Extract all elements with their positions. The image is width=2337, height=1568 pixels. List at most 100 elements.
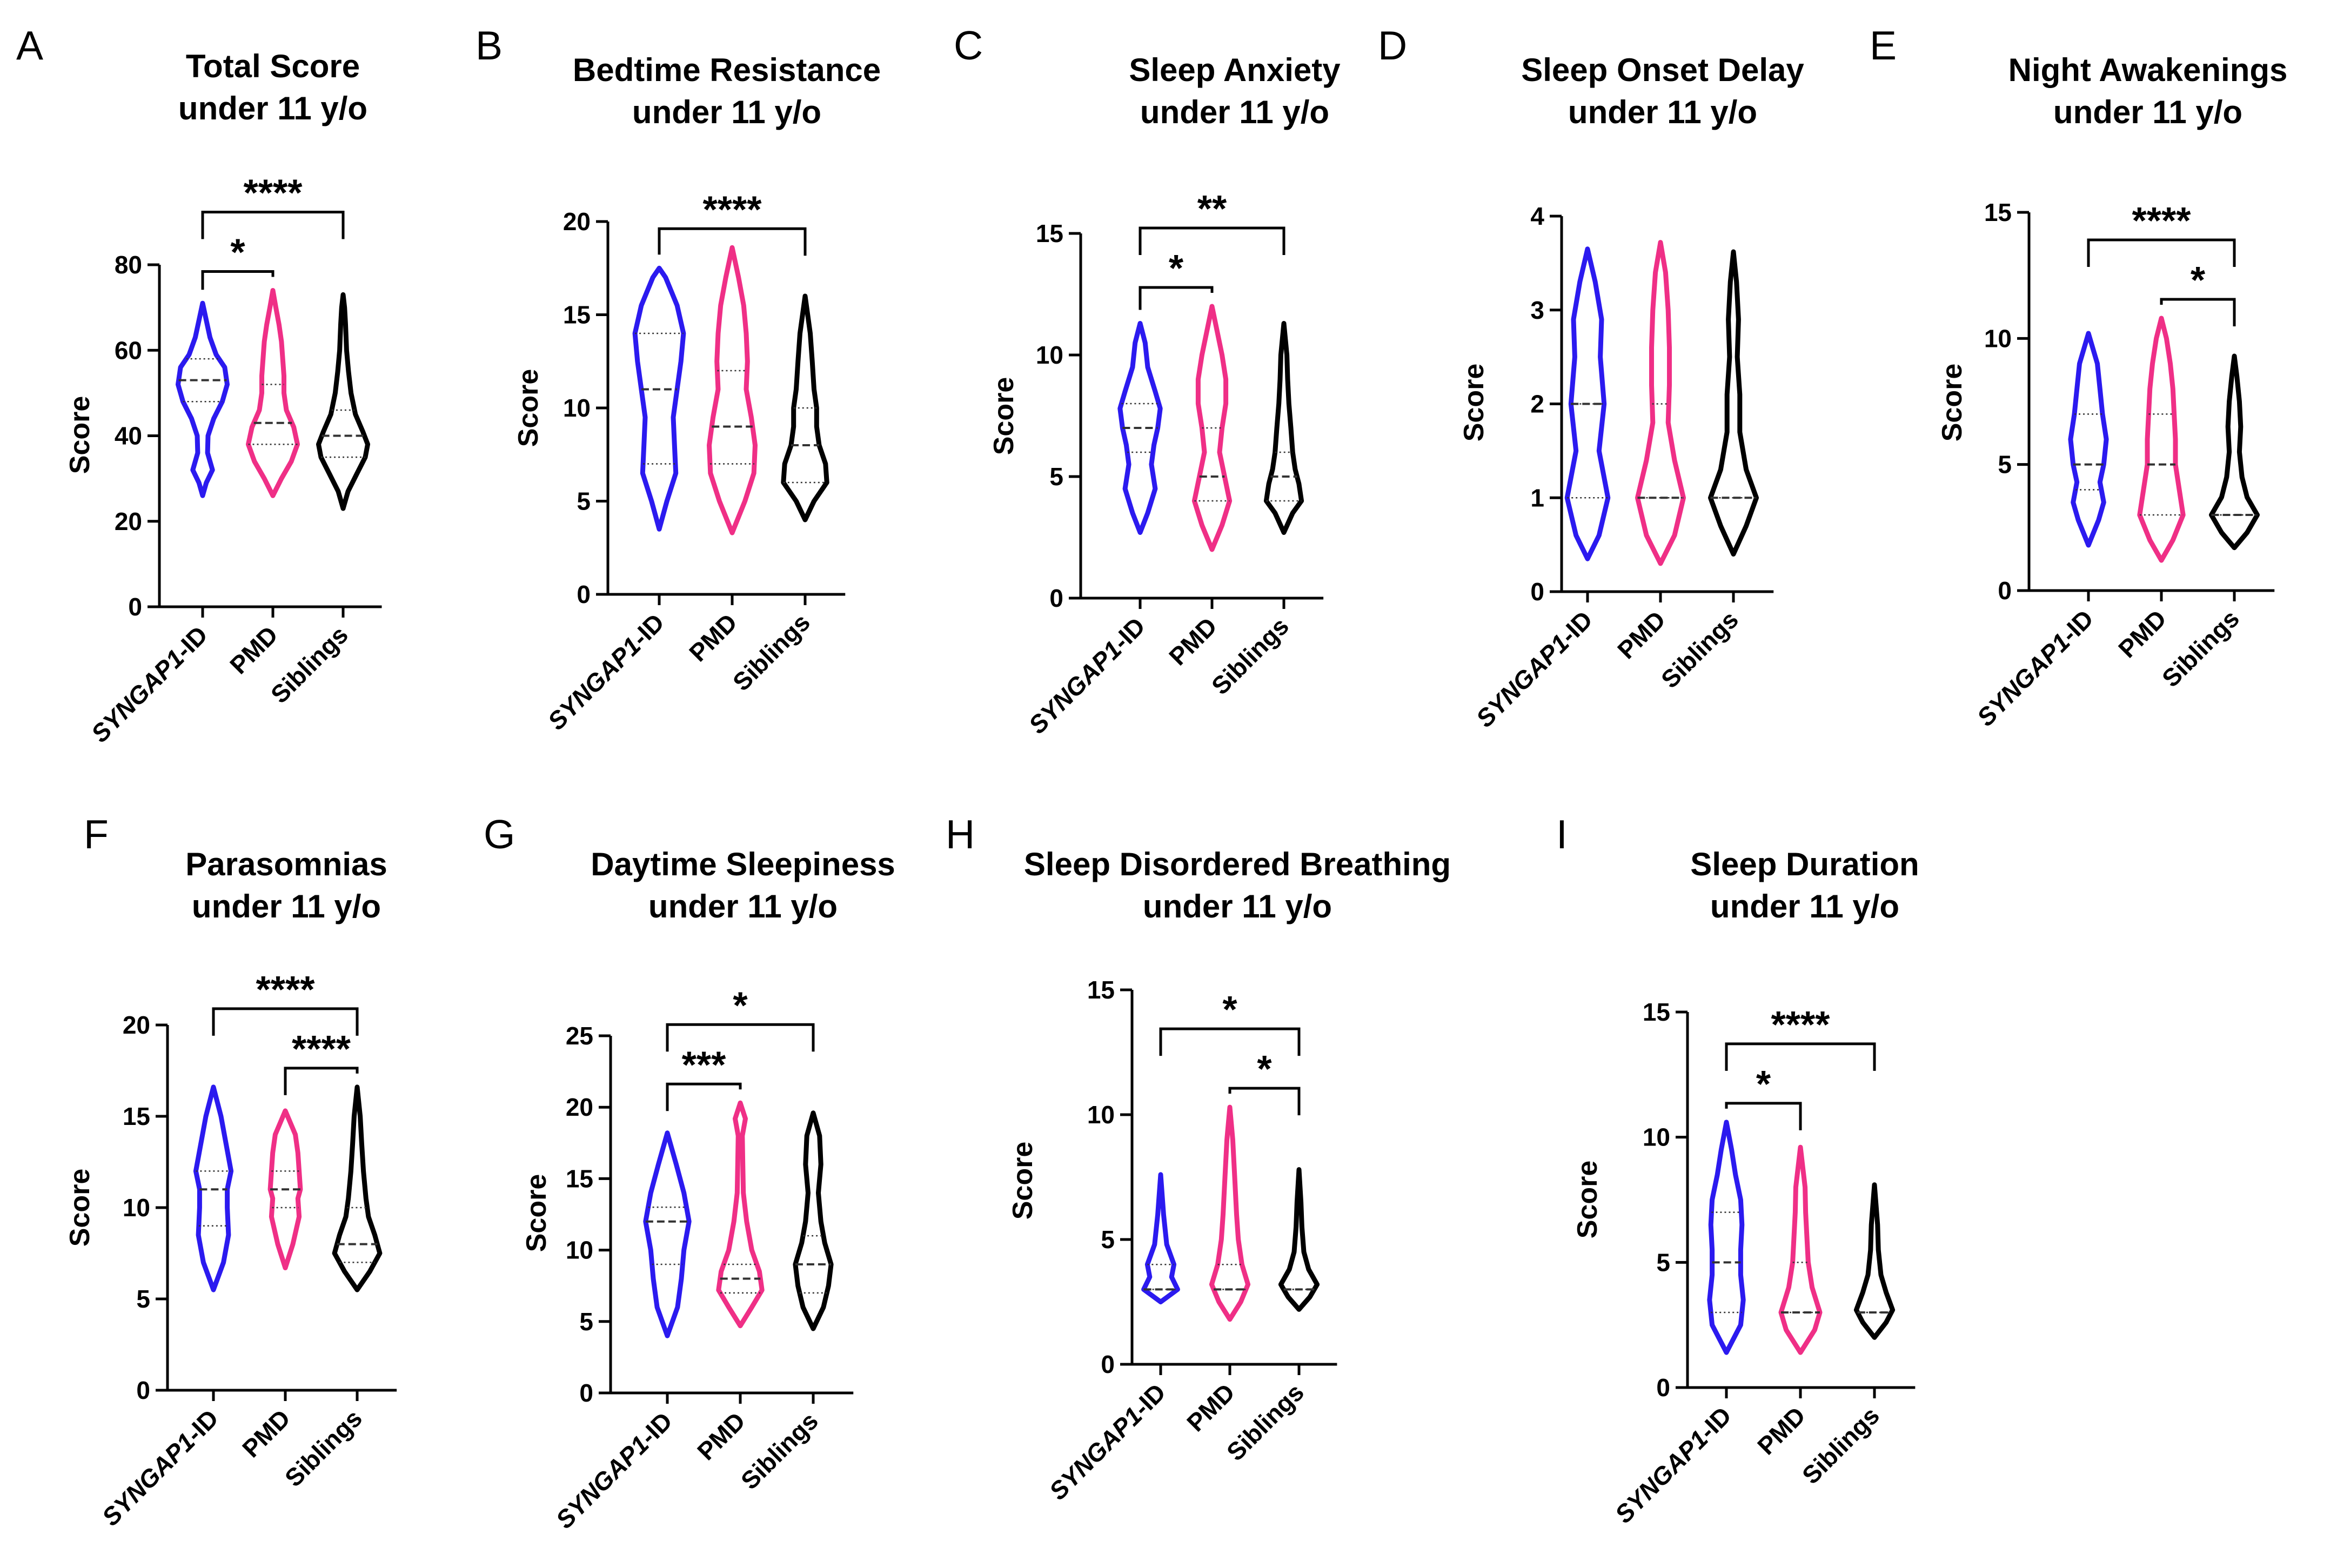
y-tick-label: 5 [577, 487, 591, 515]
panel-letter: E [1870, 23, 1897, 68]
panel-letter: I [1556, 812, 1568, 857]
x-tick-label: Siblings [2157, 604, 2245, 692]
significance-bracket [1725, 1042, 1876, 1071]
violin-syngap1-id [632, 265, 686, 532]
violin-syngap1-id [1707, 1120, 1746, 1355]
significance-label: *** [682, 1043, 726, 1085]
panel-title-line: Sleep Anxiety [1129, 52, 1341, 88]
y-tick-label: 5 [1998, 451, 2012, 479]
panel-title-line: under 11 y/o [648, 888, 838, 924]
panel-title-line: under 11 y/o [1710, 888, 1899, 924]
significance-label: * [1756, 1063, 1771, 1105]
x-tick-label: SYNGAP1-ID [85, 620, 213, 748]
violin-pmd [1209, 1104, 1251, 1322]
y-tick-label: 5 [1101, 1225, 1115, 1254]
significance-bracket [1159, 1027, 1301, 1056]
violin-siblings [793, 1110, 834, 1331]
y-tick-label: 20 [566, 1093, 593, 1121]
significance-bracket [212, 1007, 359, 1036]
panel-title-line: Total Score [186, 48, 360, 84]
y-tick-label: 25 [566, 1022, 593, 1050]
violin-syngap1-id [176, 300, 230, 498]
y-tick-label: 20 [123, 1011, 150, 1039]
x-tick-label: SYNGAP1-ID [1043, 1378, 1171, 1505]
y-tick-label: 15 [566, 1164, 593, 1192]
y-axis-label: Score [64, 396, 96, 474]
x-tick-label: Siblings [1797, 1401, 1885, 1489]
significance-label: * [1222, 988, 1237, 1030]
violin-siblings [1853, 1182, 1896, 1340]
y-axis-label: Score [1007, 1142, 1039, 1220]
y-tick-label: 15 [1984, 198, 2012, 226]
y-axis-label: Score [64, 1169, 96, 1247]
significance-bracket [201, 210, 345, 239]
y-tick-label: 0 [1101, 1350, 1115, 1378]
violin-siblings [1708, 249, 1759, 557]
x-tick-label: SYNGAP1-ID [1023, 612, 1150, 739]
panel-letter: C [954, 23, 983, 68]
y-tick-label: 5 [136, 1285, 150, 1313]
y-axis-label: Score [988, 377, 1020, 455]
violin-pmd [1635, 240, 1686, 566]
panel-title-line: Sleep Disordered Breathing [1024, 846, 1451, 882]
violin-siblings [316, 292, 370, 511]
y-tick-label: 10 [563, 394, 591, 422]
violin-siblings [781, 293, 829, 522]
panel-g: G Daytime Sleepiness under 11 y/o Score 0 5 10… [484, 812, 895, 1534]
significance-bracket [2087, 238, 2236, 267]
x-tick-label: SYNGAP1-ID [1609, 1401, 1737, 1529]
y-tick-label: 10 [123, 1194, 150, 1222]
italic-gene-name: SYNGAP1 [542, 632, 646, 735]
x-tick-label: SYNGAP1-ID [96, 1404, 224, 1531]
x-tick-label: Siblings [1221, 1378, 1309, 1466]
x-tick-label: Siblings [1656, 605, 1744, 693]
y-tick-label: 10 [1984, 324, 2012, 352]
violin-syngap1-id [1117, 321, 1163, 535]
violin-syngap1-id [643, 1130, 692, 1338]
y-axis-label: Score [1572, 1161, 1603, 1239]
violin-pmd [267, 1108, 303, 1270]
violin-pmd [246, 288, 300, 498]
y-tick-label: 0 [1998, 577, 2012, 605]
significance-bracket [1228, 1087, 1301, 1116]
violin-siblings [332, 1084, 383, 1292]
panel-title-line: Sleep Onset Delay [1521, 52, 1804, 88]
panel-d: D Sleep Onset Delay under 11 y/o Score 0 1 2 3 4… [1378, 23, 1804, 733]
significance-label: **** [256, 968, 316, 1010]
italic-gene-name: SYNGAP1 [96, 1428, 200, 1531]
significance-bracket [666, 1082, 742, 1111]
y-tick-label: 0 [1656, 1373, 1670, 1402]
significance-label: * [1257, 1048, 1272, 1090]
y-tick-label: 10 [1036, 341, 1063, 369]
x-tick-label: PMD [2113, 604, 2172, 663]
x-tick-label: PMD [692, 1406, 751, 1465]
y-tick-label: 1 [1530, 484, 1544, 512]
violin-pmd [1191, 304, 1233, 552]
y-tick-label: 15 [1643, 998, 1670, 1026]
y-axis-label: Score [521, 1174, 552, 1252]
violin-siblings [1263, 321, 1304, 535]
y-tick-label: 10 [1087, 1101, 1115, 1129]
violin-pmd [707, 245, 758, 535]
y-tick-label: 0 [577, 580, 591, 608]
y-tick-label: 10 [1643, 1123, 1670, 1151]
significance-bracket [666, 1023, 815, 1052]
significance-label: * [230, 231, 245, 273]
panel-title-line: under 11 y/o [1140, 94, 1329, 130]
x-tick-label: Siblings [265, 620, 353, 708]
x-tick-label: Siblings [1206, 612, 1294, 700]
significance-bracket [1139, 226, 1285, 255]
y-tick-label: 0 [1530, 578, 1544, 606]
y-axis-label: Score [513, 369, 544, 447]
panel-a: A Total Score under 11 y/o Score 0 20 40 60 80 SY… [16, 23, 382, 748]
x-tick-label: SYNGAP1-ID [550, 1406, 678, 1534]
y-tick-label: 5 [1656, 1248, 1670, 1276]
x-tick-label: PMD [237, 1404, 296, 1463]
panel-letter: G [484, 812, 515, 857]
significance-label: **** [244, 171, 303, 213]
significance-label: ** [1197, 187, 1227, 230]
y-tick-label: 4 [1530, 202, 1544, 230]
italic-gene-name: SYNGAP1 [85, 644, 189, 748]
panel-b: B Bedtime Resistance under 11 y/o Score 0 5 10… [476, 23, 881, 735]
